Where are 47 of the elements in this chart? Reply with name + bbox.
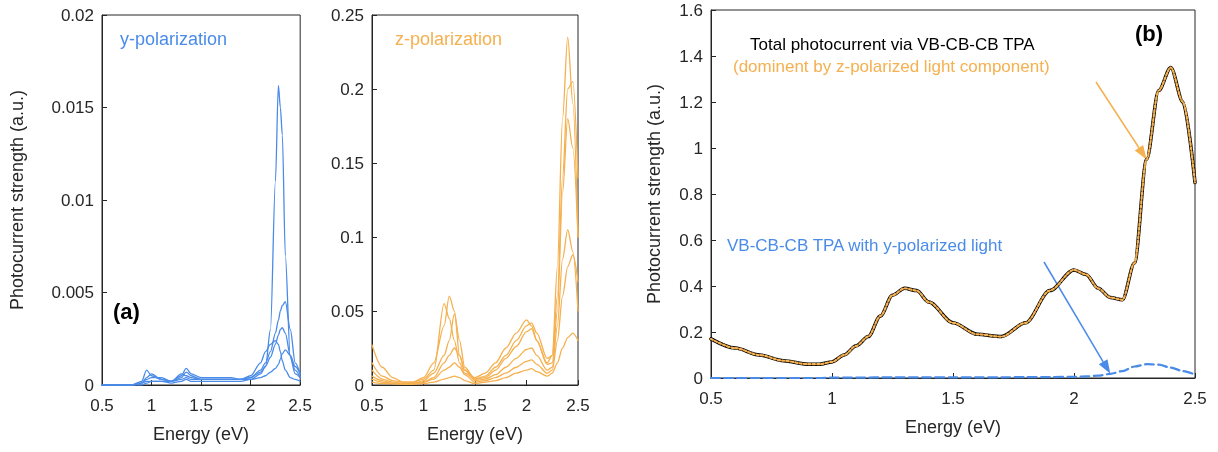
x-tick-label: 1 — [418, 396, 429, 415]
y-tick-label: 1.4 — [679, 46, 703, 66]
x-tick-label: 1.5 — [189, 396, 213, 415]
annotation: Total photocurrent via VB-CB-CB TPA — [750, 35, 1036, 54]
y-tick-label: 0.15 — [330, 153, 364, 173]
x-tick-label: 2.5 — [566, 396, 590, 415]
y-tick-label: 0.2 — [340, 79, 364, 99]
y-tick-label: 0.01 — [60, 190, 94, 210]
annotation: (dominent by z-polarized light component) — [733, 57, 1050, 76]
y-tick-label: 0.25 — [330, 5, 364, 25]
y-tick-label: 1.2 — [679, 92, 703, 112]
x-tick-label: 1 — [827, 389, 837, 408]
x-axis-title: Energy (eV) — [904, 417, 1002, 437]
y-tick-label: 0.015 — [51, 98, 94, 117]
x-tick-label: 2 — [245, 396, 256, 415]
x-axis-title: Energy (eV) — [153, 424, 250, 444]
y-tick-label: 0 — [354, 375, 364, 395]
x-tick-label: 0.5 — [699, 389, 723, 408]
annotation: (a) — [113, 298, 140, 324]
y-tick-label: 0.1 — [340, 227, 364, 247]
x-tick-label: 0.5 — [360, 396, 384, 415]
y-tick-label: 1.6 — [679, 0, 703, 20]
x-tick-label: 2.5 — [1183, 389, 1207, 408]
y-tick-label: 0 — [84, 375, 94, 395]
annotation: y-polarization — [120, 29, 228, 49]
y-tick-label: 0.2 — [679, 322, 703, 342]
x-tick-label: 2.5 — [288, 396, 312, 415]
y-tick-label: 0.8 — [679, 184, 703, 204]
y-axis-title: Photocurrent strength (a.u.) — [644, 83, 664, 305]
annotation: (b) — [1135, 20, 1164, 46]
x-axis-title: Energy (eV) — [426, 424, 524, 444]
annotation: VB-CB-CB TPA with y-polarized light — [727, 236, 1003, 255]
x-tick-label: 2 — [521, 396, 532, 415]
annotation: z-polarization — [395, 29, 503, 49]
x-tick-label: 1.5 — [463, 396, 487, 415]
y-tick-label: 0.02 — [60, 5, 94, 25]
y-tick-label: 1 — [693, 138, 703, 158]
y-tick-label: 0 — [693, 368, 703, 388]
y-tick-label: 0.05 — [330, 301, 364, 321]
x-tick-label: 1 — [146, 396, 157, 415]
y-tick-label: 0.4 — [679, 276, 703, 296]
y-axis-title: Photocurrent strength (a.u.) — [7, 89, 27, 311]
x-tick-label: 2 — [1069, 389, 1079, 408]
y-tick-label: 0.005 — [51, 283, 94, 302]
x-tick-label: 0.5 — [90, 396, 114, 415]
y-tick-label: 0.6 — [679, 230, 703, 250]
x-tick-label: 1.5 — [941, 389, 965, 408]
